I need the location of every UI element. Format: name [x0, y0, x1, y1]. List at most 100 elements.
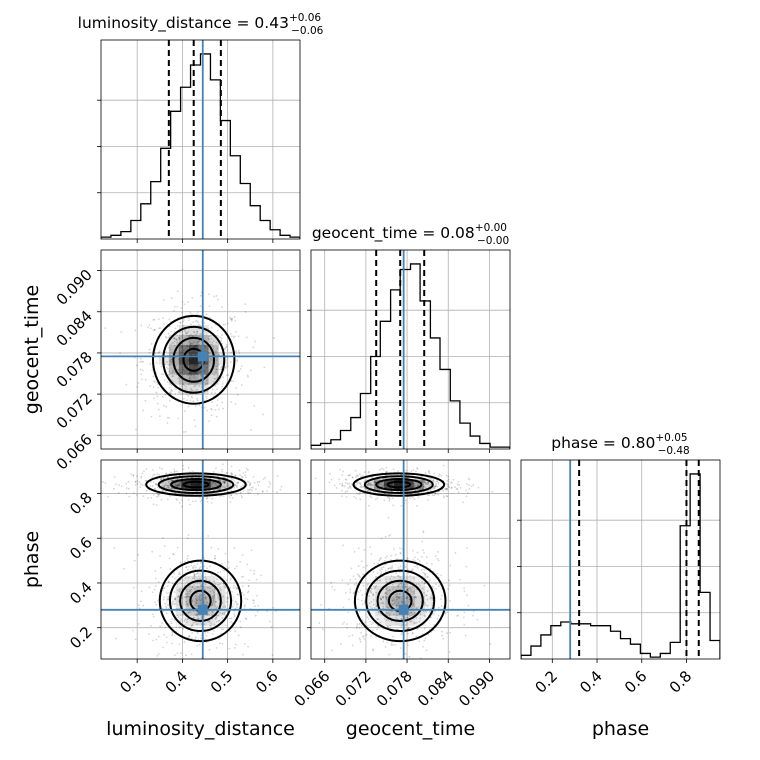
sample-point	[230, 473, 233, 476]
sample-point	[193, 331, 196, 334]
sample-point	[465, 565, 468, 568]
sample-point	[424, 481, 427, 484]
sample-point	[232, 336, 235, 339]
sample-point	[177, 616, 180, 618]
sample-point	[446, 487, 449, 490]
density-block	[181, 479, 192, 490]
sample-point	[393, 602, 396, 605]
sample-point	[388, 498, 391, 500]
sample-point	[380, 598, 383, 601]
sample-point	[394, 600, 397, 603]
sample-point	[144, 479, 147, 482]
sample-point	[342, 606, 345, 609]
sample-point	[195, 613, 198, 616]
sample-point	[413, 659, 415, 661]
sample-point	[177, 573, 180, 576]
sample-point	[156, 485, 159, 488]
sample-point	[400, 618, 403, 621]
sample-point	[190, 625, 193, 627]
sample-point	[231, 590, 233, 593]
sample-point	[420, 568, 423, 571]
sample-point	[246, 469, 249, 472]
sample-point	[426, 590, 429, 592]
sample-point	[276, 491, 278, 493]
sample-point	[234, 484, 236, 487]
sample-point	[235, 482, 238, 485]
sample-point	[387, 567, 390, 570]
sample-point	[419, 617, 422, 620]
sample-point	[372, 594, 375, 597]
sample-point	[192, 321, 195, 324]
sample-point	[218, 363, 220, 366]
sample-point	[410, 611, 412, 614]
sample-point	[339, 643, 342, 645]
sample-point	[449, 600, 451, 602]
sample-point	[230, 617, 233, 620]
sample-point	[231, 317, 233, 320]
sample-point	[208, 335, 211, 338]
sample-point	[173, 344, 176, 347]
sample-point	[446, 479, 449, 482]
sample-point	[412, 603, 415, 606]
sample-point	[347, 474, 350, 477]
sample-point	[176, 546, 179, 549]
sample-point	[318, 622, 321, 624]
sample-point	[167, 346, 170, 349]
sample-point	[436, 617, 439, 620]
sample-point	[113, 547, 116, 549]
sample-point	[394, 616, 397, 619]
sample-point	[349, 487, 352, 489]
sample-point	[165, 336, 168, 339]
sample-point	[378, 559, 381, 562]
sample-point	[417, 605, 420, 608]
sample-point	[409, 587, 412, 590]
sample-point	[214, 557, 217, 560]
sample-point	[173, 340, 176, 343]
sample-point	[368, 483, 371, 486]
sample-point	[132, 492, 135, 494]
sample-point	[198, 340, 201, 343]
sample-point	[188, 593, 191, 595]
sample-point	[215, 359, 218, 361]
sample-point	[246, 491, 249, 493]
sample-point	[217, 597, 220, 599]
sample-point	[214, 323, 217, 326]
sample-point	[233, 316, 236, 318]
sample-point	[132, 474, 135, 476]
sample-point	[433, 486, 436, 488]
sample-point	[149, 480, 152, 483]
sample-point	[221, 562, 223, 565]
sample-point	[150, 624, 153, 627]
sample-point	[136, 475, 138, 478]
sample-point	[214, 392, 217, 394]
sample-point	[216, 404, 218, 407]
sample-point	[142, 604, 145, 607]
sample-point	[371, 607, 373, 610]
sample-point	[366, 625, 369, 627]
sample-point	[213, 588, 216, 591]
sample-point	[374, 481, 377, 484]
sample-point	[166, 416, 169, 419]
sample-point	[344, 591, 347, 594]
sample-point	[211, 597, 214, 600]
sample-point	[176, 342, 178, 345]
sample-point	[219, 480, 222, 483]
sample-point	[140, 483, 142, 486]
sample-point	[195, 566, 197, 569]
sample-point	[191, 623, 194, 626]
sample-point	[428, 580, 430, 583]
sample-point	[207, 610, 210, 613]
sample-point	[217, 583, 220, 586]
sample-point	[367, 489, 369, 492]
sample-point	[213, 374, 216, 376]
sample-point	[223, 480, 225, 483]
sample-point	[152, 493, 155, 496]
sample-point	[375, 591, 378, 594]
sample-point	[221, 612, 224, 615]
sample-point	[169, 567, 172, 570]
sample-point	[169, 479, 172, 482]
sample-point	[369, 605, 372, 608]
sample-point	[358, 493, 361, 496]
sample-point	[212, 591, 215, 593]
sample-point	[382, 628, 385, 630]
